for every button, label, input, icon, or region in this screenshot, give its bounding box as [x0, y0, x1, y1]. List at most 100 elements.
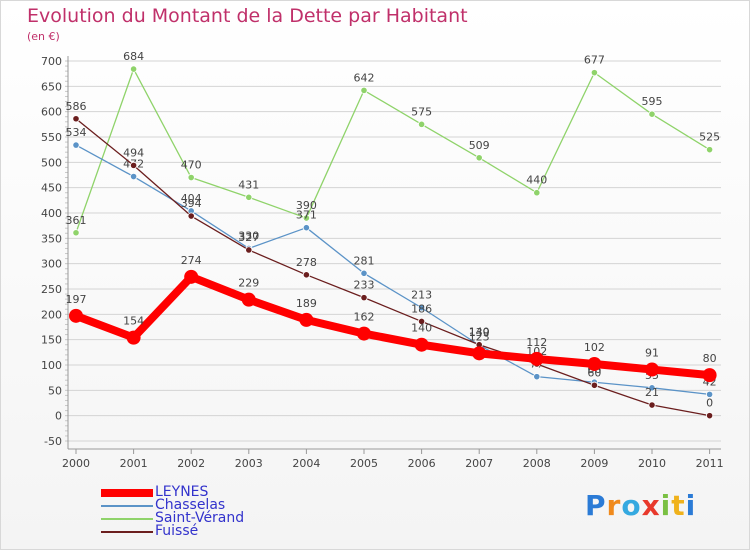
x-tick-label: 2006 — [408, 457, 436, 470]
legend-item: Saint-Vérand — [101, 510, 321, 526]
brand-letter: P — [585, 489, 607, 522]
series-line-fuiss- — [75, 118, 711, 417]
data-label: 229 — [238, 277, 259, 290]
y-tick-label: 0 — [55, 410, 62, 423]
legend-item: LEYNES — [101, 484, 321, 500]
data-point — [648, 110, 656, 118]
y-tick-label: 300 — [41, 258, 62, 271]
data-point — [299, 312, 314, 327]
data-point — [590, 381, 599, 389]
data-point — [475, 154, 483, 162]
data-label: 140 — [469, 326, 490, 339]
legend-item: Fuissé — [101, 523, 321, 539]
data-label: 189 — [296, 297, 317, 310]
data-label: 213 — [411, 289, 432, 302]
data-point — [130, 172, 138, 181]
x-tick-label: 2002 — [177, 457, 205, 470]
data-label: 154 — [123, 315, 144, 328]
data-point — [72, 141, 80, 149]
brand-letter: r — [606, 489, 622, 522]
brand-letter: i — [660, 489, 672, 522]
y-tick-label: 400 — [41, 207, 62, 220]
data-label: 684 — [123, 50, 144, 63]
data-label: 390 — [296, 199, 317, 212]
data-label: 361 — [66, 214, 87, 227]
data-point — [187, 212, 195, 220]
data-point — [245, 246, 253, 254]
data-point — [417, 317, 426, 326]
y-tick-label: 200 — [41, 308, 62, 321]
data-label: 0 — [706, 397, 713, 410]
data-point — [302, 271, 310, 279]
chart-unit-label: (en €) — [27, 30, 60, 43]
data-point — [472, 346, 487, 361]
data-label: 440 — [526, 174, 547, 187]
data-point — [417, 304, 426, 312]
x-tick-label: 2010 — [638, 457, 666, 470]
brand-letter: x — [641, 489, 661, 522]
data-label: 21 — [645, 386, 659, 399]
y-tick-label: 600 — [41, 106, 62, 119]
data-label: 112 — [526, 336, 547, 349]
data-label: 586 — [66, 100, 87, 113]
data-point — [705, 412, 714, 420]
data-point — [648, 401, 656, 409]
x-tick-label: 2005 — [350, 457, 378, 470]
data-label: 534 — [66, 126, 87, 139]
data-point — [360, 86, 368, 94]
y-tick-label: 150 — [41, 334, 62, 347]
data-label: 162 — [354, 311, 375, 324]
x-tick-label: 2001 — [120, 457, 148, 470]
y-tick-label: 550 — [41, 131, 62, 144]
data-label: 233 — [354, 279, 375, 292]
data-point — [357, 326, 371, 341]
data-point — [533, 189, 541, 197]
data-label: 642 — [354, 71, 375, 84]
legend: LEYNES Chasselas Saint-Vérand Fuissé — [101, 484, 321, 539]
x-tick-label: 2008 — [523, 457, 551, 470]
data-label: 494 — [123, 146, 144, 159]
data-label: 575 — [411, 105, 432, 118]
legend-item: Chasselas — [101, 497, 321, 513]
data-label: 330 — [238, 229, 259, 242]
data-point — [241, 292, 256, 307]
data-point — [360, 294, 368, 302]
data-point — [529, 351, 544, 366]
y-tick-label: 500 — [41, 156, 62, 169]
data-label: 186 — [411, 302, 432, 315]
series-line-leynes — [72, 272, 714, 380]
data-point — [360, 269, 368, 277]
x-tick-label: 2011 — [696, 457, 724, 470]
y-tick-label: 350 — [41, 232, 62, 245]
series-line-saint-v-rand — [75, 68, 711, 234]
data-label: 371 — [296, 209, 317, 222]
data-label: 197 — [66, 293, 87, 306]
data-label: 595 — [642, 95, 663, 108]
y-tick-label: 450 — [41, 182, 62, 195]
data-label: 327 — [238, 231, 259, 244]
x-tick-label: 2004 — [292, 457, 320, 470]
data-label: 404 — [181, 192, 202, 205]
data-point — [590, 69, 599, 77]
data-point — [705, 146, 714, 154]
x-tick-label: 2003 — [235, 457, 263, 470]
x-tick-label: 2000 — [62, 457, 90, 470]
legend-swatch — [101, 489, 153, 497]
data-point — [702, 368, 717, 383]
legend-label: Fuissé — [155, 523, 199, 539]
data-label: 281 — [354, 254, 375, 267]
data-point — [69, 308, 83, 323]
data-point — [72, 229, 80, 237]
data-point — [705, 390, 714, 398]
data-label: 431 — [238, 178, 259, 191]
legend-label: Chasselas — [155, 497, 226, 513]
data-label: 80 — [703, 352, 717, 365]
data-point — [417, 120, 426, 128]
data-point — [648, 384, 656, 392]
data-label: 274 — [181, 254, 202, 267]
y-tick-label: 250 — [41, 283, 62, 296]
data-label: 102 — [584, 341, 605, 354]
brand-letter: i — [685, 489, 697, 522]
data-label: 123 — [469, 330, 490, 343]
